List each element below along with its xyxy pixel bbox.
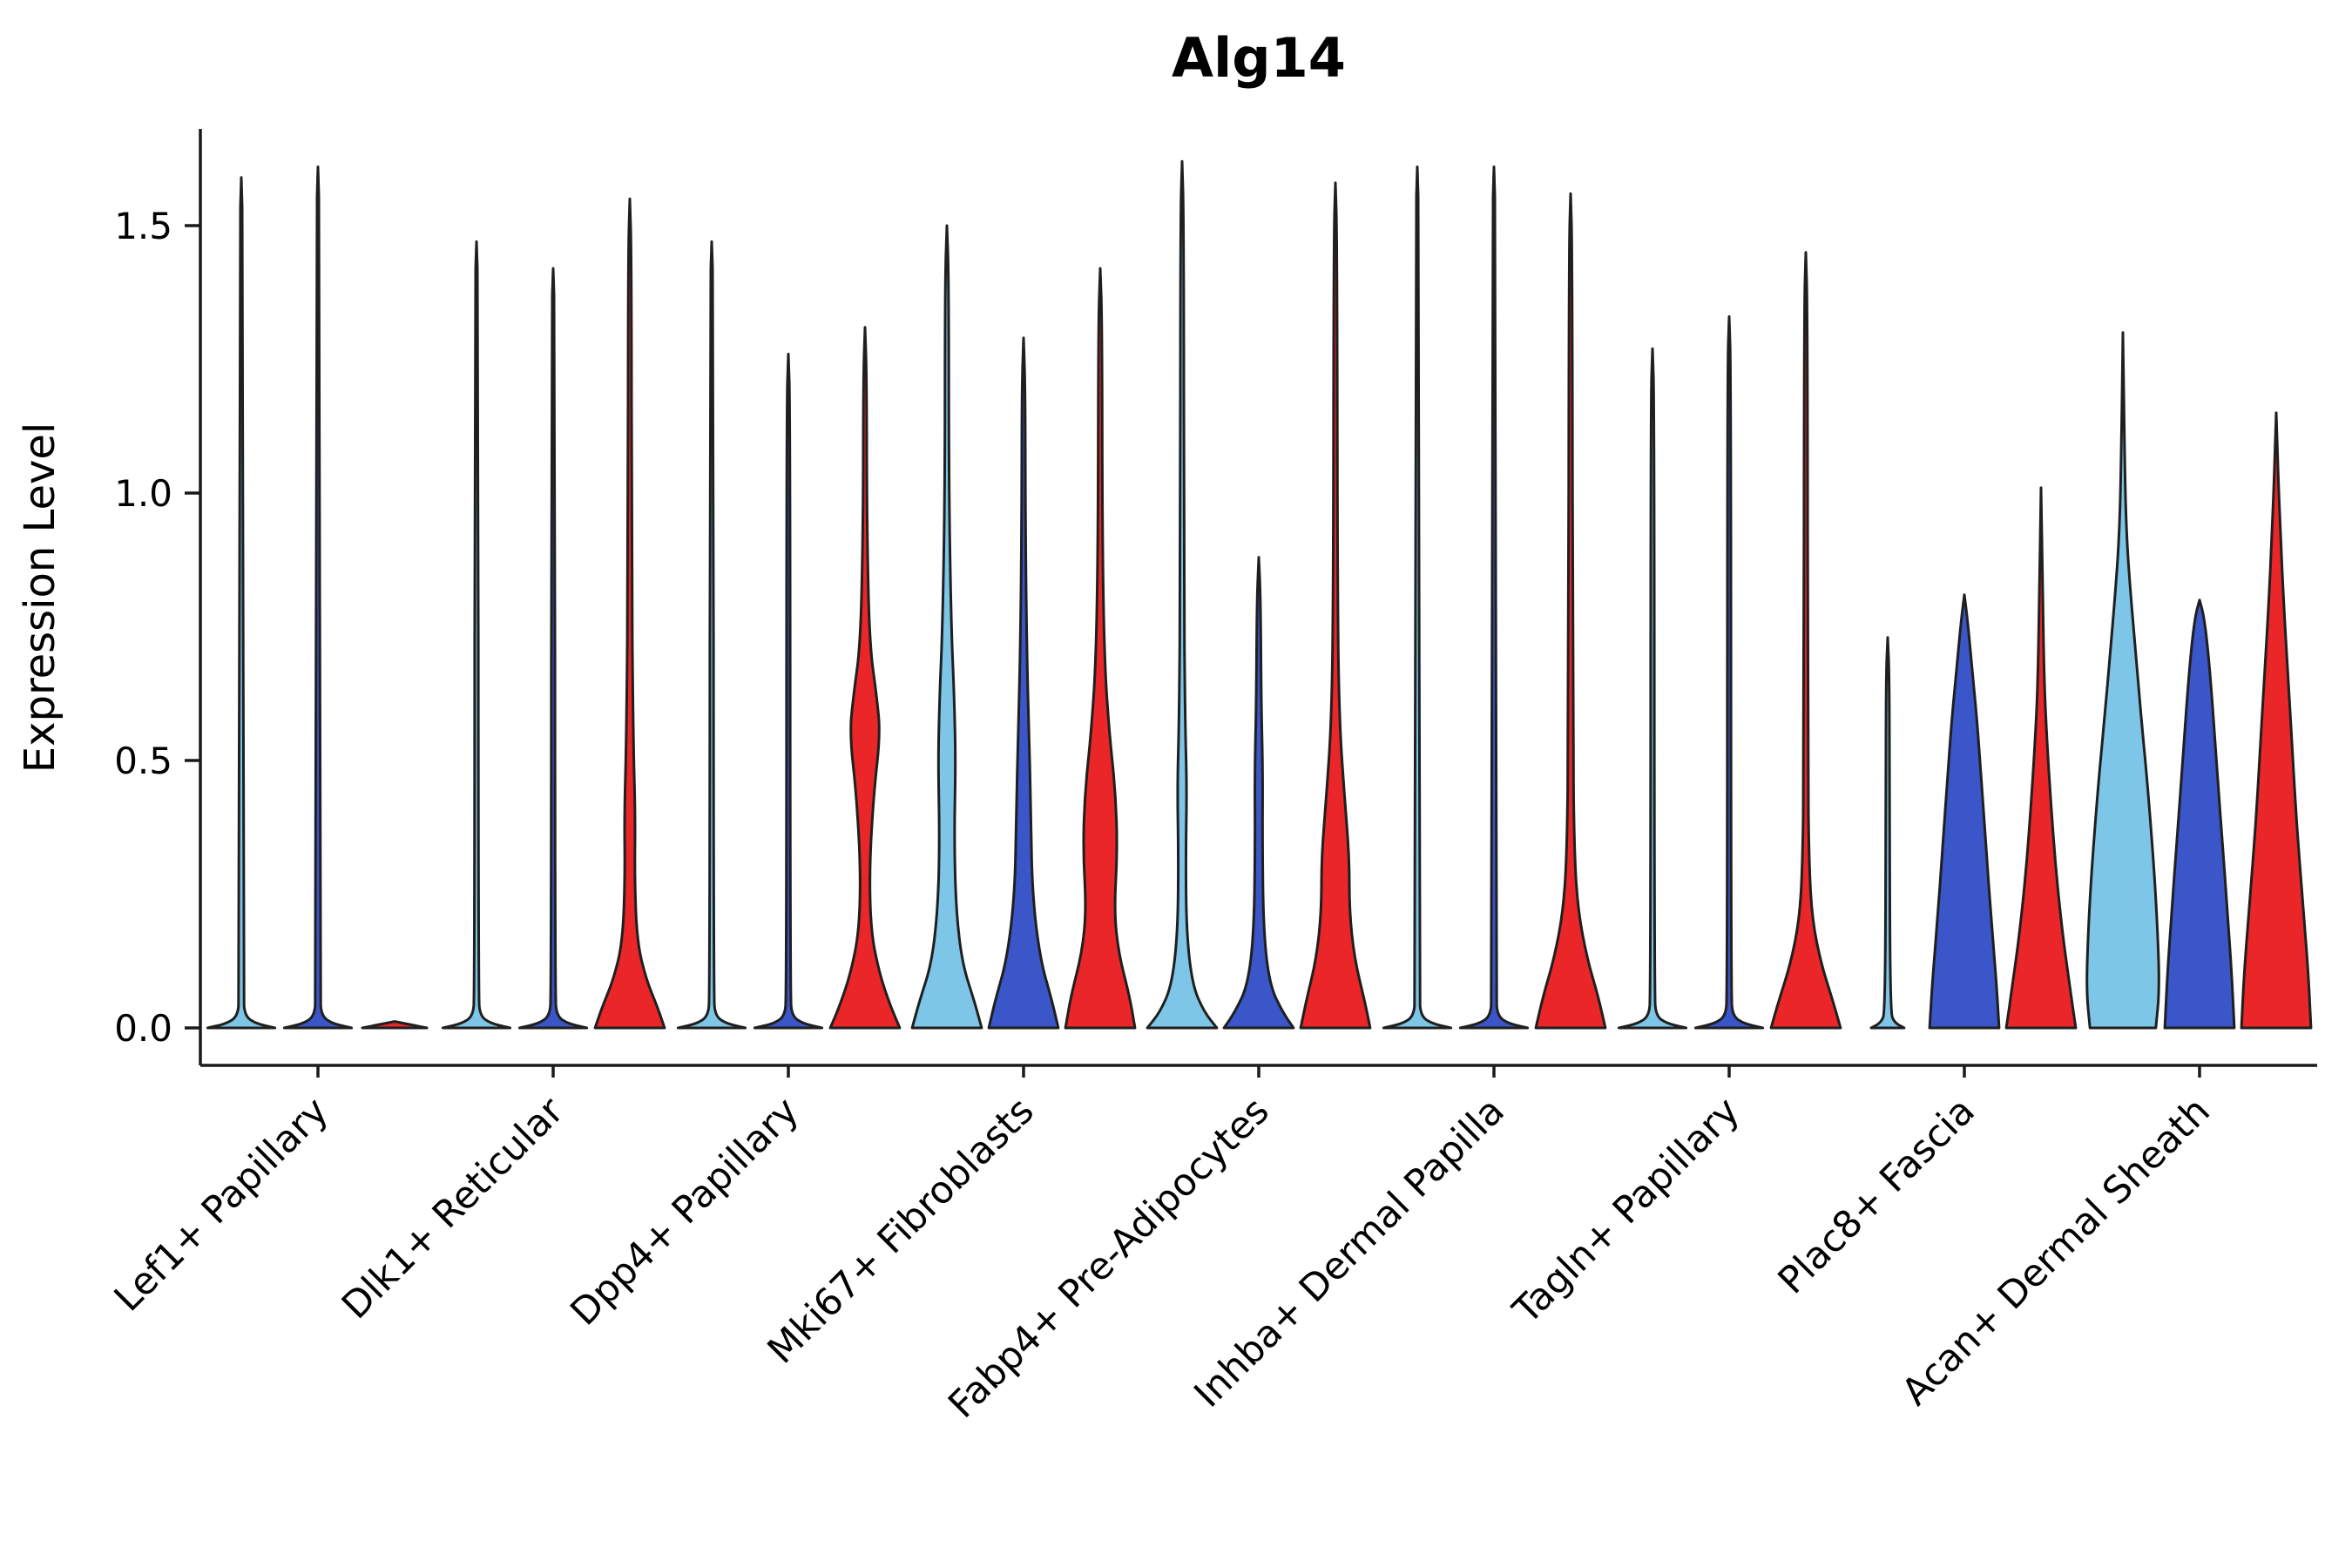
violin-2-3 xyxy=(593,197,666,1030)
violin-3-3 xyxy=(828,326,902,1030)
chart-title: Alg14 xyxy=(1172,26,1346,90)
violin-6-3 xyxy=(1534,192,1607,1030)
y-tick-label: 0.0 xyxy=(114,1007,172,1050)
x-category-label: Mki67+ Fibroblasts xyxy=(760,1089,1043,1372)
violin-6-1 xyxy=(1382,166,1453,1030)
x-category-label: Dlk1+ Reticular xyxy=(334,1089,572,1328)
violin-5-2 xyxy=(1222,556,1295,1030)
violin-7-2 xyxy=(1693,314,1765,1030)
violin-4-3 xyxy=(1064,267,1137,1030)
violin-1-3 xyxy=(361,1020,429,1030)
violin-1-1 xyxy=(206,176,277,1030)
violin-7-1 xyxy=(1617,347,1688,1030)
violin-2-2 xyxy=(517,267,589,1030)
violin-7-3 xyxy=(1769,251,1842,1030)
violin-4-1 xyxy=(910,224,983,1030)
violin-9-1 xyxy=(2085,331,2160,1030)
violin-5-3 xyxy=(1299,181,1372,1030)
violin-1-2 xyxy=(282,166,354,1030)
violin-2-1 xyxy=(441,240,512,1030)
violin-8-3 xyxy=(2004,486,2078,1030)
x-category-label: Lef1+ Papillary xyxy=(106,1089,337,1320)
y-axis-label: Expression Level xyxy=(16,422,64,774)
x-category-label: Plac8+ Fascia xyxy=(1770,1089,1984,1302)
y-tick-label: 0.5 xyxy=(114,740,172,782)
violin-5-1 xyxy=(1146,159,1219,1030)
violin-6-2 xyxy=(1458,166,1530,1030)
violin-3-1 xyxy=(676,240,747,1030)
y-tick-label: 1.5 xyxy=(114,205,172,247)
violin-9-2 xyxy=(2163,598,2236,1030)
violin-4-2 xyxy=(987,336,1060,1030)
x-category-label: Tagln+ Papillary xyxy=(1504,1089,1748,1333)
x-category-label: Dpp4+ Papillary xyxy=(563,1089,808,1334)
violin-8-2 xyxy=(1928,593,2001,1030)
violin-3-2 xyxy=(753,352,824,1030)
violin-8-1 xyxy=(1869,636,1906,1030)
violin-9-3 xyxy=(2240,411,2313,1030)
y-tick-label: 1.0 xyxy=(114,472,172,515)
